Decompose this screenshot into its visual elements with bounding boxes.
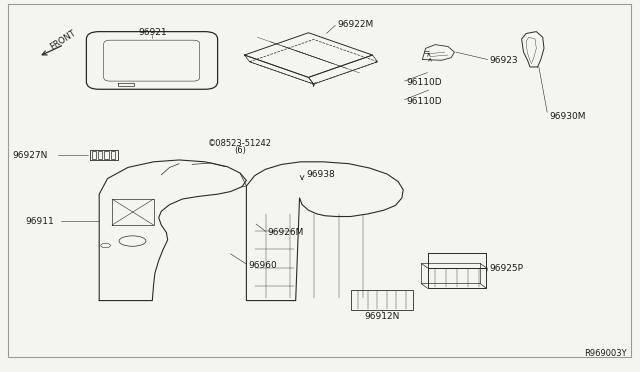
Text: 96960: 96960 xyxy=(248,262,277,270)
Text: FRONT: FRONT xyxy=(48,28,77,51)
Bar xyxy=(111,151,115,159)
Text: 96927N: 96927N xyxy=(13,151,48,160)
Text: 96110D: 96110D xyxy=(406,78,442,87)
Text: (6): (6) xyxy=(234,146,246,155)
Text: 96911: 96911 xyxy=(26,217,54,226)
Text: 96921: 96921 xyxy=(138,28,166,37)
Text: 96930M: 96930M xyxy=(549,112,586,121)
Text: 96912N: 96912N xyxy=(364,312,400,321)
Text: 96923: 96923 xyxy=(490,56,518,65)
Text: 96938: 96938 xyxy=(306,170,335,179)
Bar xyxy=(92,151,96,159)
Bar xyxy=(351,290,413,310)
Text: 96926M: 96926M xyxy=(268,228,304,237)
Text: 96110D: 96110D xyxy=(406,97,442,106)
Text: 96922M: 96922M xyxy=(337,20,374,29)
Text: R969003Y: R969003Y xyxy=(584,349,627,358)
Text: ©08523-51242: ©08523-51242 xyxy=(208,140,272,148)
Text: 96925P: 96925P xyxy=(490,264,524,273)
Bar xyxy=(98,151,102,159)
Bar xyxy=(104,151,109,159)
